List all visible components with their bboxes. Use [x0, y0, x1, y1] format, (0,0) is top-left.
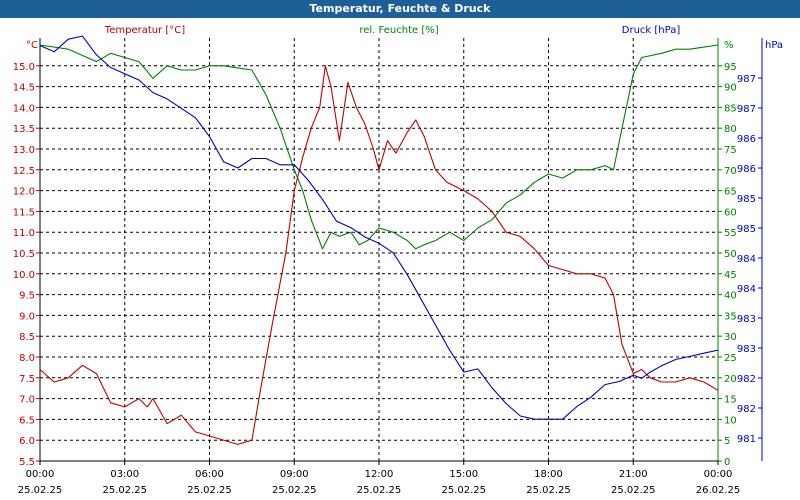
- pressure-tick-label: 987: [737, 74, 756, 85]
- temperature-tick-label: 11.5: [13, 207, 35, 218]
- humidity-tick-label: 5: [724, 436, 730, 447]
- x-tick-time: 03:00: [110, 469, 139, 480]
- temperature-axis-label: Temperatur [°C]: [104, 25, 185, 36]
- humidity-tick-label: 80: [724, 124, 737, 135]
- pressure-axis-label: Druck [hPa]: [622, 25, 681, 36]
- x-tick-date: 25.02.25: [187, 485, 232, 496]
- x-tick-time: 12:00: [365, 469, 394, 480]
- humidity-tick-label: 75: [724, 145, 737, 156]
- x-tick-time: 18:00: [534, 469, 563, 480]
- temperature-tick-label: 15.0: [13, 62, 35, 73]
- temperature-unit: °C: [26, 40, 38, 51]
- x-tick-date: 25.02.25: [102, 485, 147, 496]
- grid: [40, 38, 718, 462]
- pressure-tick-label: 984: [737, 254, 756, 265]
- x-tick-time: 06:00: [195, 469, 224, 480]
- x-tick-time: 15:00: [449, 469, 478, 480]
- humidity-unit: %: [724, 40, 734, 51]
- x-tick-date: 25.02.25: [18, 485, 63, 496]
- x-tick-date: 25.02.25: [272, 485, 317, 496]
- pressure-ticks: 987 987 986 986 985 985 984 984 983 983 982 982 981: [737, 74, 762, 445]
- humidity-tick-label: 90: [724, 83, 737, 94]
- temperature-tick-label: 14.5: [13, 83, 35, 94]
- temperature-line: [39, 65, 719, 445]
- temperature-tick-label: 13.5: [13, 124, 35, 135]
- humidity-tick-label: 25: [724, 353, 737, 364]
- humidity-tick-label: 10: [724, 415, 737, 426]
- series-lines: [39, 35, 719, 445]
- pressure-tick-label: 983: [737, 314, 756, 325]
- temperature-tick-label: 8.5: [19, 332, 35, 343]
- temperature-tick-label: 7.5: [19, 374, 35, 385]
- pressure-tick-label: 987: [737, 104, 756, 115]
- x-tick-date: 26.02.25: [696, 485, 741, 496]
- humidity-tick-label: 40: [724, 291, 737, 302]
- pressure-tick-label: 986: [737, 134, 756, 145]
- humidity-tick-label: 95: [724, 62, 737, 73]
- temperature-ticks: 15.0 14.5 14.0 13.5 13.0 12.5 12.0 11.5 11.0 10.5…: [13, 62, 40, 468]
- temperature-tick-label: 13.0: [13, 145, 35, 156]
- temperature-tick-label: 6.5: [19, 415, 35, 426]
- x-ticks: 00:00 25.02.25 03:00 25.02.25 06:00 25.02.25 0…: [18, 461, 741, 496]
- x-tick-time: 00:00: [704, 469, 733, 480]
- pressure-tick-label: 982: [737, 374, 756, 385]
- humidity-axis-label: rel. Feuchte [%]: [359, 25, 438, 36]
- temperature-tick-label: 9.0: [19, 311, 35, 322]
- pressure-tick-label: 986: [737, 164, 756, 175]
- temperature-tick-label: 12.5: [13, 166, 35, 177]
- humidity-tick-label: 60: [724, 207, 737, 218]
- pressure-unit: hPa: [765, 40, 783, 51]
- temperature-tick-label: 10.0: [13, 270, 35, 281]
- humidity-tick-label: 65: [724, 187, 737, 198]
- pressure-tick-label: 984: [737, 284, 756, 295]
- temperature-tick-label: 12.0: [13, 187, 35, 198]
- humidity-tick-label: 55: [724, 228, 737, 239]
- humidity-tick-label: 45: [724, 270, 737, 281]
- x-tick-date: 25.02.25: [357, 485, 402, 496]
- x-tick-time: 00:00: [26, 469, 55, 480]
- x-tick-date: 25.02.25: [441, 485, 486, 496]
- humidity-tick-label: 85: [724, 103, 737, 114]
- pressure-tick-label: 985: [737, 224, 756, 235]
- humidity-tick-label: 20: [724, 374, 737, 385]
- pressure-tick-label: 981: [737, 434, 756, 445]
- x-tick-time: 21:00: [619, 469, 648, 480]
- humidity-tick-label: 0: [724, 457, 730, 468]
- humidity-tick-label: 50: [724, 249, 737, 260]
- humidity-tick-label: 35: [724, 311, 737, 322]
- humidity-line: [39, 44, 719, 250]
- humidity-tick-label: 30: [724, 332, 737, 343]
- temperature-tick-label: 10.5: [13, 249, 35, 260]
- temperature-tick-label: 9.5: [19, 291, 35, 302]
- pressure-tick-label: 983: [737, 344, 756, 355]
- x-tick-time: 09:00: [280, 469, 309, 480]
- humidity-tick-label: 15: [724, 395, 737, 406]
- temperature-tick-label: 14.0: [13, 103, 35, 114]
- temperature-tick-label: 8.0: [19, 353, 35, 364]
- x-tick-date: 25.02.25: [611, 485, 656, 496]
- pressure-tick-label: 985: [737, 194, 756, 205]
- window-title: Temperatur, Feuchte & Druck: [0, 0, 800, 18]
- humidity-tick-label: 70: [724, 166, 737, 177]
- temperature-tick-label: 5.5: [19, 457, 35, 468]
- pressure-line: [39, 35, 719, 420]
- x-tick-date: 25.02.25: [526, 485, 571, 496]
- temperature-tick-label: 6.0: [19, 436, 35, 447]
- pressure-tick-label: 982: [737, 404, 756, 415]
- temperature-tick-label: 11.0: [13, 228, 35, 239]
- temperature-tick-label: 7.0: [19, 395, 35, 406]
